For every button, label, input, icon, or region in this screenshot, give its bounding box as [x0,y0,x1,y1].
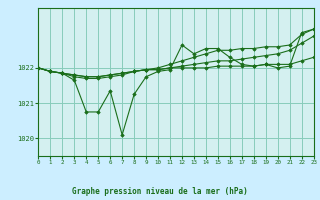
Text: Graphe pression niveau de la mer (hPa): Graphe pression niveau de la mer (hPa) [72,187,248,196]
